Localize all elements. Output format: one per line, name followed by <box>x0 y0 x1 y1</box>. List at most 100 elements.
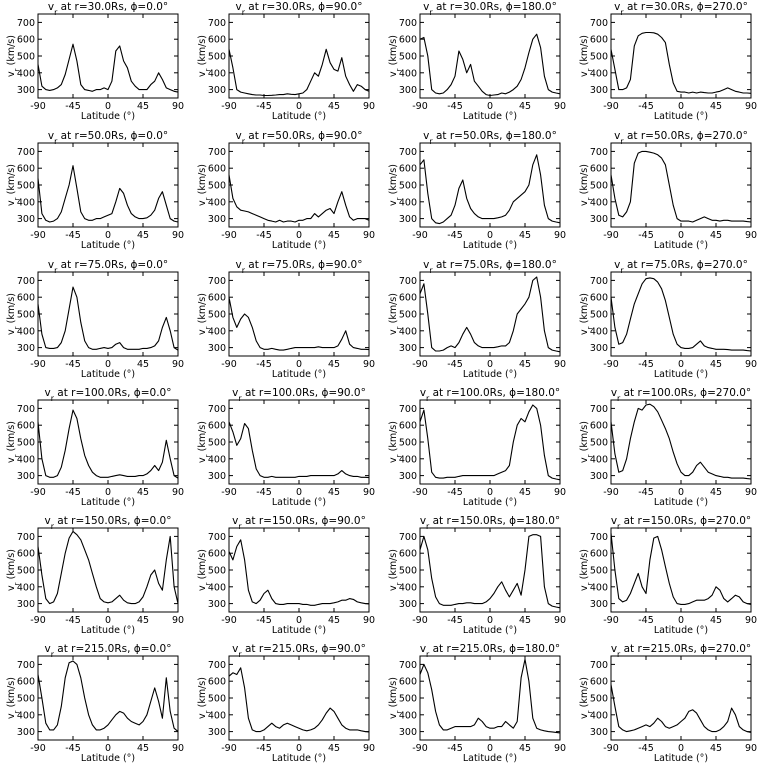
y-tick-label: 500 <box>208 694 226 705</box>
x-axis-label: Latitude (°) <box>654 240 708 251</box>
panel-8: vr at r=50.0Rs, ϕ=270.0° -90 -45 0 45 90 300 40… <box>579 130 757 251</box>
x-tick-label: 90 <box>554 101 566 112</box>
panel-17: vr at r=150.0Rs, ϕ=0.0° -90 -45 0 45 90 300 400… <box>6 515 184 636</box>
x-tick-label: 90 <box>363 359 375 370</box>
y-tick-label: 500 <box>17 52 35 63</box>
x-axis-label: Latitude (°) <box>463 111 517 122</box>
y-tick-label: 300 <box>590 471 608 482</box>
y-tick-label: 300 <box>590 85 608 96</box>
x-tick-label: -90 <box>30 743 46 754</box>
plot-frame <box>419 142 561 228</box>
x-tick-label: 45 <box>710 743 722 754</box>
x-axis-label: Latitude (°) <box>272 753 326 764</box>
x-axis-label: Latitude (°) <box>463 625 517 636</box>
y-tick-label: 600 <box>17 164 35 175</box>
x-tick-label: -90 <box>412 615 428 626</box>
y-tick-label: 500 <box>17 438 35 449</box>
y-tick-label: 400 <box>208 68 226 79</box>
y-tick-label: 500 <box>590 310 608 321</box>
y-tick-label: 600 <box>399 677 417 688</box>
y-tick-label: 400 <box>590 582 608 593</box>
y-tick-label: 300 <box>590 343 608 354</box>
x-tick-label: -90 <box>221 230 237 241</box>
series-line <box>228 667 370 733</box>
y-tick-label: 300 <box>17 599 35 610</box>
y-axis-label: vr (km/s) <box>579 549 594 591</box>
plot-frame <box>419 13 561 99</box>
y-axis-label: vr (km/s) <box>197 164 212 206</box>
x-tick-label: 45 <box>710 230 722 241</box>
y-tick-label: 700 <box>208 147 226 158</box>
panel-title: vr at r=30.0Rs, ϕ=90.0° <box>236 1 363 17</box>
y-axis-label: vr (km/s) <box>197 421 212 463</box>
y-tick-label: 300 <box>208 471 226 482</box>
y-tick-label: 600 <box>17 549 35 560</box>
x-tick-label: 0 <box>296 487 302 498</box>
x-axis-label: Latitude (°) <box>272 240 326 251</box>
y-tick-label: 300 <box>17 214 35 225</box>
x-tick-label: 45 <box>710 359 722 370</box>
x-tick-label: 0 <box>105 101 111 112</box>
panel-title: vr at r=215.0Rs, ϕ=270.0° <box>611 643 751 659</box>
x-tick-label: 90 <box>745 615 757 626</box>
y-tick-label: 600 <box>208 421 226 432</box>
x-tick-label: 0 <box>487 487 493 498</box>
y-tick-label: 400 <box>17 454 35 465</box>
y-axis-label: vr (km/s) <box>197 293 212 335</box>
x-tick-label: 0 <box>296 230 302 241</box>
x-tick-label: -45 <box>447 359 463 370</box>
y-tick-label: 500 <box>208 181 226 192</box>
y-tick-label: 600 <box>399 164 417 175</box>
y-tick-label: 300 <box>17 727 35 738</box>
x-tick-label: 90 <box>172 359 184 370</box>
x-tick-label: -45 <box>65 743 81 754</box>
x-tick-label: -45 <box>638 230 654 241</box>
panel-12: vr at r=75.0Rs, ϕ=270.0° -90 -45 0 45 90 300 40… <box>579 259 757 380</box>
series-line <box>37 286 179 351</box>
y-tick-label: 600 <box>590 677 608 688</box>
panel-19: vr at r=150.0Rs, ϕ=180.0° -90 -45 0 45 90 300 4… <box>388 515 566 636</box>
y-tick-label: 400 <box>399 326 417 337</box>
x-tick-label: -45 <box>638 487 654 498</box>
x-tick-label: 45 <box>710 487 722 498</box>
y-tick-label: 300 <box>590 214 608 225</box>
y-tick-label: 700 <box>208 660 226 671</box>
y-tick-label: 400 <box>399 68 417 79</box>
y-tick-label: 500 <box>399 566 417 577</box>
y-tick-label: 300 <box>399 471 417 482</box>
x-tick-label: -90 <box>603 230 619 241</box>
plot-frame <box>228 142 370 228</box>
x-axis-label: Latitude (°) <box>81 753 135 764</box>
plot-frame <box>419 527 561 613</box>
y-tick-label: 700 <box>17 276 35 287</box>
y-tick-label: 500 <box>17 694 35 705</box>
x-tick-label: 45 <box>519 743 531 754</box>
panel-title: vr at r=30.0Rs, ϕ=0.0° <box>48 1 168 17</box>
y-tick-label: 500 <box>17 566 35 577</box>
y-tick-label: 700 <box>208 532 226 543</box>
panel-18: vr at r=150.0Rs, ϕ=90.0° -90 -45 0 45 90 300 40… <box>197 515 375 636</box>
x-tick-label: 0 <box>296 359 302 370</box>
y-tick-label: 300 <box>208 85 226 96</box>
x-axis-label: Latitude (°) <box>654 753 708 764</box>
x-tick-label: 45 <box>519 487 531 498</box>
y-tick-label: 400 <box>590 68 608 79</box>
x-axis-label: Latitude (°) <box>272 497 326 508</box>
plot-frame <box>228 399 370 485</box>
x-tick-label: -90 <box>30 615 46 626</box>
y-tick-label: 500 <box>590 181 608 192</box>
y-axis-label: vr (km/s) <box>388 677 403 719</box>
panel-title: vr at r=100.0Rs, ϕ=0.0° <box>45 387 172 403</box>
y-tick-label: 400 <box>17 197 35 208</box>
panel-title: vr at r=75.0Rs, ϕ=270.0° <box>614 259 748 275</box>
panel-title: vr at r=100.0Rs, ϕ=180.0° <box>420 387 560 403</box>
panel-10: vr at r=75.0Rs, ϕ=90.0° -90 -45 0 45 90 300 400… <box>197 259 375 380</box>
y-tick-label: 700 <box>399 147 417 158</box>
y-tick-label: 700 <box>590 147 608 158</box>
x-tick-label: 90 <box>745 359 757 370</box>
panel-13: vr at r=100.0Rs, ϕ=0.0° -90 -45 0 45 90 300 400… <box>6 387 184 508</box>
y-tick-label: 500 <box>399 310 417 321</box>
panel-24: vr at r=215.0Rs, ϕ=270.0° -90 -45 0 45 90 300 4… <box>579 643 757 764</box>
y-tick-label: 500 <box>399 438 417 449</box>
x-tick-label: 45 <box>519 101 531 112</box>
